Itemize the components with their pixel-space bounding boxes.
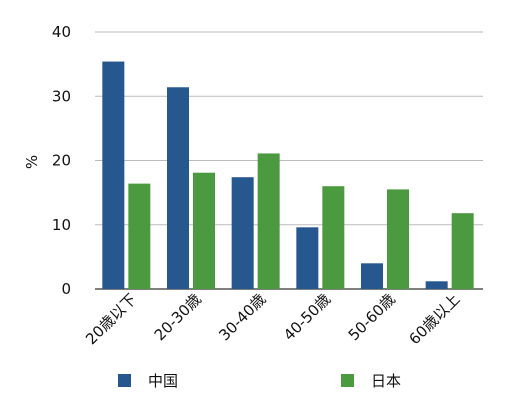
- bar-china-2: [231, 177, 254, 289]
- bar-china-1: [167, 87, 189, 289]
- y-tick-labels: 0 10 20 30 40: [52, 23, 71, 298]
- x-tick-label: 50-60歳: [345, 290, 399, 344]
- legend-swatch: [341, 374, 354, 387]
- y-tick-label: 10: [52, 216, 71, 234]
- y-tick-label: 0: [61, 280, 71, 298]
- y-tick-label: 40: [52, 23, 71, 41]
- legend-swatch: [118, 374, 131, 387]
- legend-label: 日本: [371, 372, 401, 390]
- y-tick-label: 20: [52, 152, 71, 170]
- bar-japan-3: [322, 186, 345, 289]
- bar-china-0: [102, 61, 125, 290]
- bar-japan-4: [387, 189, 409, 289]
- x-tick-label: 20-30歳: [151, 290, 205, 344]
- bar-china-5: [425, 281, 448, 289]
- bar-japan-0: [128, 183, 151, 289]
- legend-label: 中国: [148, 372, 178, 390]
- grid-lines: [95, 31, 483, 290]
- x-tick-labels: 20歳以下 20-30歳 30-40歳 40-50歳 50-60歳 60歳以上: [82, 290, 463, 348]
- bar-japan-1: [193, 172, 215, 289]
- bar-japan-5: [451, 213, 474, 289]
- bar-china-3: [296, 227, 319, 289]
- x-tick-label: 30-40歳: [215, 290, 269, 344]
- x-tick-label: 60歳以上: [405, 290, 463, 348]
- x-tick-label: 40-50歳: [280, 290, 334, 344]
- bar-japan-2: [257, 153, 280, 289]
- legend: 中国 日本: [118, 372, 401, 390]
- y-axis-label: %: [23, 155, 41, 169]
- bars: [102, 61, 474, 290]
- y-tick-label: 30: [52, 87, 71, 105]
- bar-china-4: [361, 263, 383, 289]
- x-tick-label: 20歳以下: [82, 290, 140, 348]
